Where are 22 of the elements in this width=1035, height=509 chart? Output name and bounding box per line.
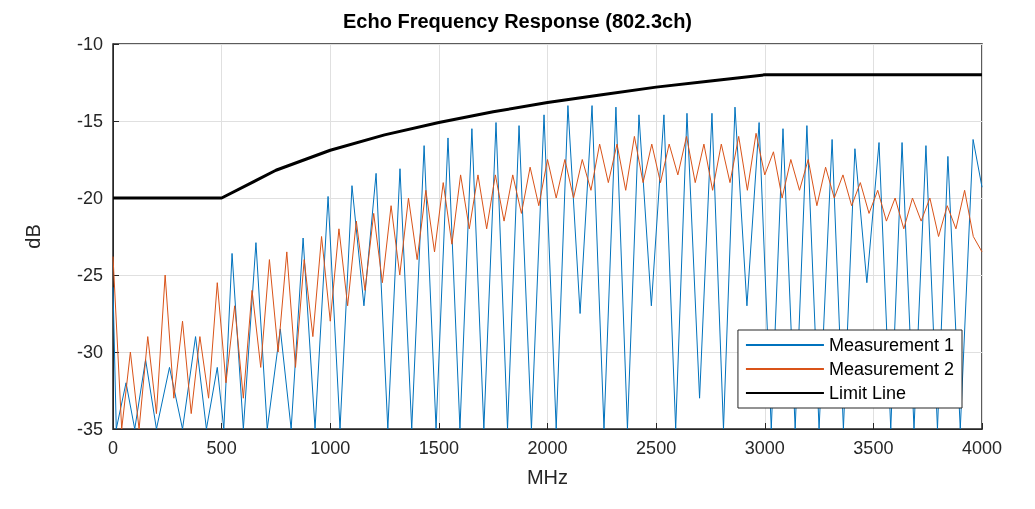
y-tick-label: -25: [76, 265, 103, 285]
chart-title: Echo Frequency Response (802.3ch): [342, 10, 693, 32]
line-series: [111, 73, 984, 200]
x-tick-label: 2000: [527, 438, 568, 458]
x-tick-label: 3500: [853, 438, 894, 458]
legend-label: Limit Line: [828, 383, 906, 403]
legend-label: Measurement 1: [828, 335, 954, 355]
x-tick-label: 1500: [418, 438, 459, 458]
x-tick-label: 1000: [310, 438, 351, 458]
x-axis-title: MHz: [526, 466, 569, 488]
y-tick-label: -35: [76, 419, 103, 439]
y-tick-label: -30: [76, 342, 103, 362]
legend-label: Measurement 2: [828, 359, 954, 379]
y-tick-label: -15: [76, 111, 103, 131]
y-tick-label: -20: [76, 188, 103, 208]
y-tick-label: -10: [76, 34, 103, 54]
y-axis-title: dB: [22, 224, 44, 249]
x-tick-label: 3000: [744, 438, 785, 458]
x-tick-label: 4000: [961, 438, 1003, 458]
x-tick-label: 500: [206, 438, 237, 458]
x-tick-label: 2500: [636, 438, 677, 458]
x-tick-label: 0: [107, 438, 119, 458]
